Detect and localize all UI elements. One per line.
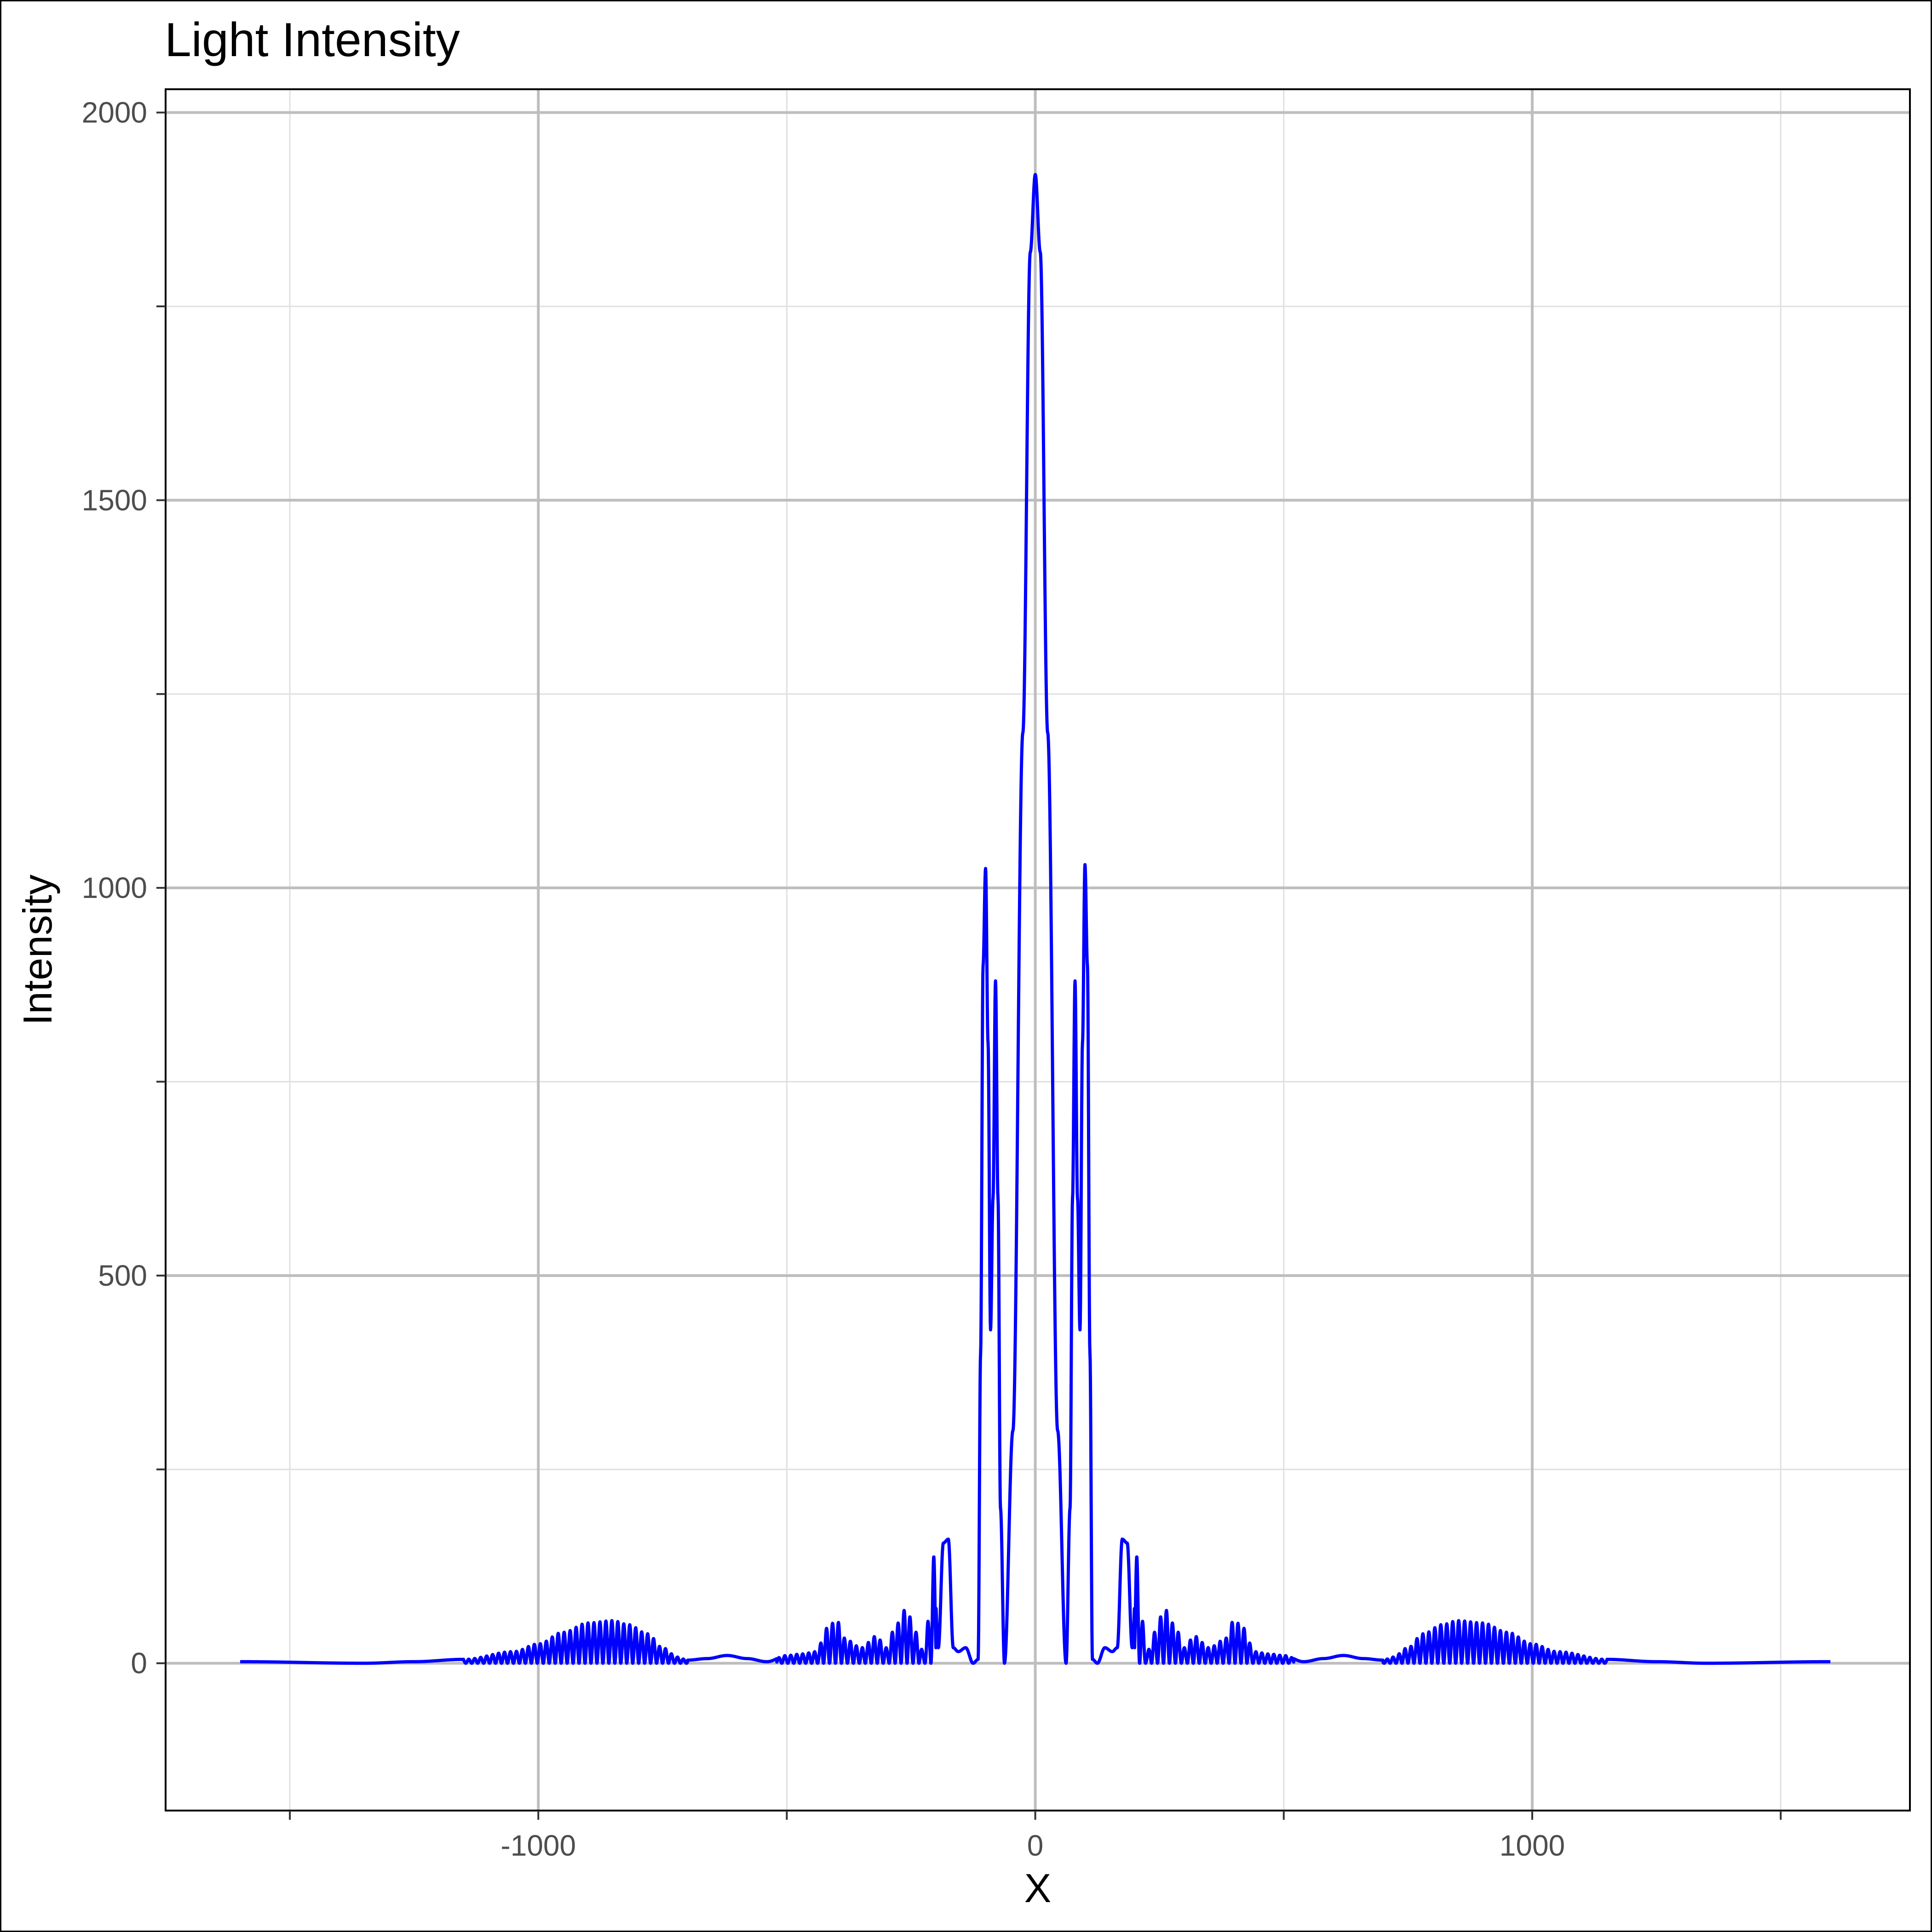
grid-minor (166, 89, 1910, 1811)
x-tick-label: -1000 (500, 1829, 576, 1862)
x-tick-label: 1000 (1500, 1829, 1565, 1862)
grid-major (166, 89, 1910, 1811)
intensity-series-line (239, 172, 1832, 1665)
chart-title: Light Intensity (165, 13, 460, 67)
y-axis: 0 500 1000 1500 2000 (82, 96, 166, 1680)
y-tick-label: 2000 (82, 96, 147, 129)
plot-area (165, 88, 1911, 1811)
y-tick-label: 500 (98, 1259, 147, 1292)
y-axis-title: Intensity (15, 874, 60, 1025)
y-tick-label: 1500 (82, 483, 147, 517)
y-tick-label: 0 (131, 1647, 147, 1680)
x-axis-title: X (1024, 1865, 1052, 1911)
x-axis: -1000 0 1000 (289, 1811, 1782, 1862)
x-tick-label: 0 (1027, 1829, 1044, 1862)
plot-border (165, 88, 1911, 1811)
y-tick-label: 1000 (82, 871, 147, 904)
